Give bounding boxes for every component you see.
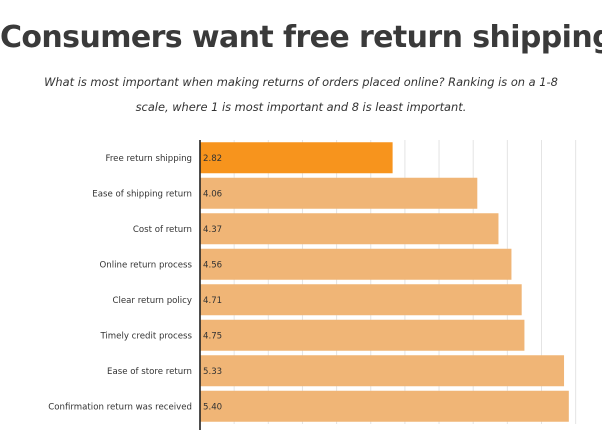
chart-subtitle: What is most important when making retur… [44,75,558,114]
chart-title: Consumers want free return shipping [0,20,602,55]
bar [200,390,569,422]
data-label: 5.40 [203,402,222,412]
category-label: Timely credit process [99,331,192,341]
category-label: Ease of store return [107,367,192,377]
bar [200,284,522,316]
data-label: 4.37 [203,225,222,235]
bar [200,355,565,387]
category-label: Cost of return [133,225,192,235]
data-label: 4.75 [203,331,222,341]
category-label: Confirmation return was received [48,402,192,412]
data-label: 2.82 [203,154,222,164]
bar [200,248,512,280]
bar [200,319,525,351]
category-label: Free return shipping [106,154,193,164]
bar [200,177,478,209]
category-label: Online return process [100,260,193,270]
bar [200,213,499,245]
bars: 2.82 4.06 4.37 4.56 4.71 4.75 5.33 5.40 [200,142,569,422]
category-label: Clear return policy [112,296,192,306]
category-labels: Free return shipping Ease of shipping ret… [48,154,192,413]
category-label: Ease of shipping return [92,189,192,199]
data-label: 4.06 [203,189,222,199]
data-label: 4.56 [203,260,222,270]
data-label: 4.71 [203,296,222,306]
bar [200,142,393,174]
data-label: 5.33 [203,367,222,377]
